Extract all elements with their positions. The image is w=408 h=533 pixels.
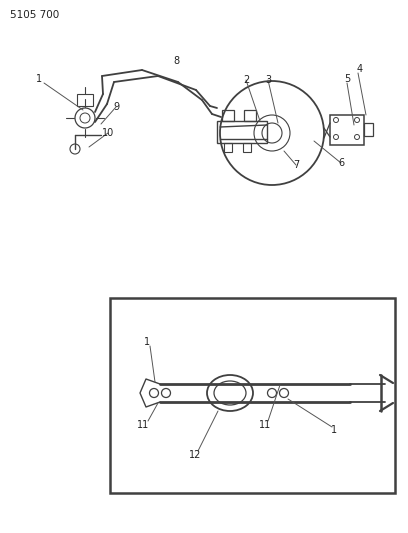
Text: 8: 8 — [173, 56, 179, 66]
Bar — [243, 143, 251, 152]
Text: 6: 6 — [338, 158, 344, 168]
Text: 1: 1 — [331, 425, 337, 435]
Bar — [110, 298, 395, 493]
Text: 11: 11 — [259, 420, 271, 430]
Text: 5105 700: 5105 700 — [10, 10, 59, 20]
Text: 10: 10 — [102, 128, 114, 138]
Text: 5: 5 — [344, 74, 350, 84]
Text: 1: 1 — [144, 337, 150, 347]
Bar — [224, 143, 232, 152]
Text: 2: 2 — [243, 75, 249, 85]
Bar — [222, 110, 234, 121]
Text: 12: 12 — [189, 450, 201, 460]
Bar — [77, 94, 93, 106]
Bar — [244, 110, 256, 121]
Bar — [364, 123, 373, 136]
Text: 7: 7 — [293, 160, 299, 170]
Bar — [217, 121, 267, 143]
Text: 9: 9 — [113, 102, 119, 112]
Bar — [330, 115, 364, 145]
Text: 3: 3 — [265, 75, 271, 85]
Text: 1: 1 — [36, 74, 42, 84]
Text: 4: 4 — [357, 64, 363, 74]
Text: 11: 11 — [137, 420, 149, 430]
